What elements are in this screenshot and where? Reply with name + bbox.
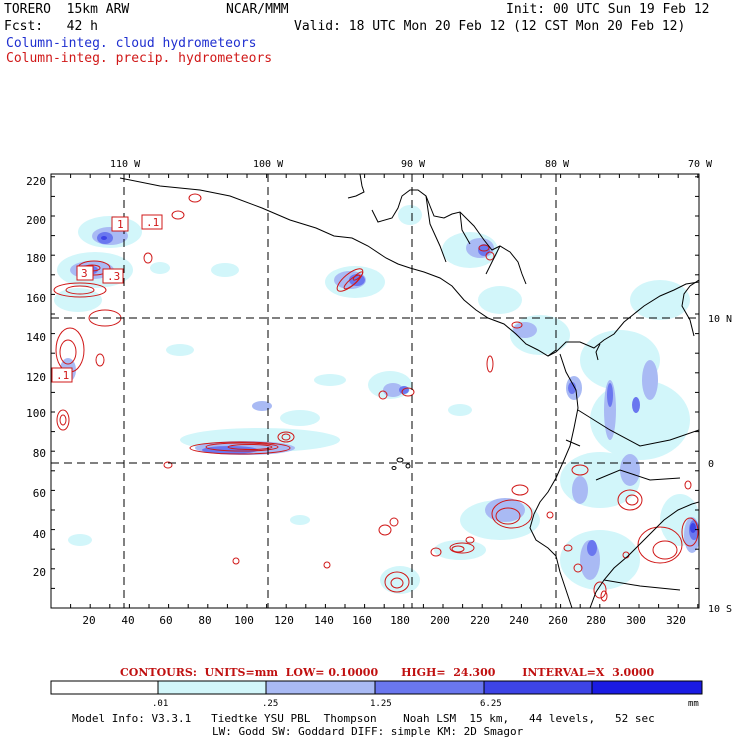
x-tick-label: 80	[198, 614, 211, 627]
organization: NCAR/MMM	[226, 2, 289, 17]
y-tick-label: 140	[26, 331, 46, 344]
x-tick-label: 200	[430, 614, 450, 627]
svg-text:.3: .3	[107, 270, 120, 283]
color-bar-label: .25	[262, 699, 278, 709]
y-tick-labels: 20 40 60 80 100 120 140 160 180 200 220	[26, 175, 46, 579]
contour-info: CONTOURS: UNITS=mm LOW= 0.10000 HIGH= 24…	[120, 666, 655, 679]
color-bar-labels: .01 .25 1.25 6.25 mm	[152, 699, 699, 709]
map-frame	[50, 173, 700, 609]
y-tick-label: 200	[26, 214, 46, 227]
x-tick-label: 220	[470, 614, 490, 627]
field-cloud-label: Column-integ. cloud hydrometeors	[6, 36, 257, 51]
init-time: Init: 00 UTC Sun 19 Feb 12	[506, 2, 710, 17]
svg-text:1: 1	[117, 218, 124, 231]
lon-label: 80 W	[545, 159, 570, 170]
color-bar-segment	[483, 680, 593, 695]
lon-label: 70 W	[688, 159, 713, 170]
color-bar-label: 6.25	[480, 699, 502, 709]
y-tick-label: 220	[26, 175, 46, 188]
contour-label-box: .3	[102, 268, 124, 284]
y-tick-label: 100	[26, 407, 46, 420]
x-tick-label: 140	[314, 614, 334, 627]
lat-label: 10 S	[708, 604, 732, 615]
lon-labels: 110 W 100 W 90 W 80 W 70 W	[110, 159, 713, 170]
x-tick-label: 300	[626, 614, 646, 627]
valid-time: Valid: 18 UTC Mon 20 Feb 12 (12 CST Mon …	[294, 19, 686, 34]
y-tick-label: 20	[33, 566, 46, 579]
svg-text:.1: .1	[56, 369, 69, 382]
lon-label: 110 W	[110, 159, 141, 170]
x-tick-label: 180	[390, 614, 410, 627]
lat-lon-grid	[51, 174, 699, 608]
x-tick-label: 60	[159, 614, 172, 627]
x-tick-label: 320	[666, 614, 686, 627]
field-precip-label: Column-integ. precip. hydrometeors	[6, 51, 273, 66]
cloud-shading	[54, 205, 699, 594]
y-tick-label: 120	[26, 371, 46, 384]
x-tick-label: 260	[548, 614, 568, 627]
y-tick-label: 160	[26, 292, 46, 305]
color-bar-label: .01	[152, 699, 168, 709]
color-bar-segment	[374, 680, 485, 695]
model-info: Model Info: V3.3.1 Tiedtke YSU PBL Thomp…	[72, 712, 655, 725]
svg-text:.1: .1	[146, 216, 159, 229]
x-tick-label: 100	[234, 614, 254, 627]
contour-label-box: 1	[111, 216, 129, 232]
contour-label-boxes: 1 .1 3 .3 .1	[51, 214, 163, 383]
x-tick-label: 40	[121, 614, 134, 627]
lat-label: 0	[708, 459, 714, 470]
lon-label: 100 W	[253, 159, 284, 170]
color-bar-segment	[50, 680, 159, 695]
model-title: TORERO 15km ARW	[4, 2, 130, 17]
color-bar-segment	[591, 680, 703, 695]
color-bar-label: 1.25	[370, 699, 392, 709]
x-tick-label: 280	[586, 614, 606, 627]
y-tick-label: 60	[33, 487, 46, 500]
contour-label-box: 3	[76, 265, 94, 281]
axis-ticks	[50, 174, 699, 609]
lon-label: 90 W	[401, 159, 426, 170]
lat-label: 10 N	[708, 314, 732, 325]
x-tick-label: 120	[274, 614, 294, 627]
color-bar	[50, 680, 703, 695]
physics-info: LW: Godd SW: Goddard DIFF: simple KM: 2D…	[212, 725, 524, 738]
color-bar-segment	[157, 680, 267, 695]
x-tick-label: 160	[352, 614, 372, 627]
y-tick-label: 180	[26, 252, 46, 265]
country-borders	[425, 195, 699, 591]
y-tick-label: 80	[33, 447, 46, 460]
coastlines	[119, 174, 699, 608]
x-tick-labels: 20 40 60 80 100 120 140 160 180 200 220 …	[82, 614, 686, 627]
contour-label-box: .1	[51, 367, 73, 383]
color-bar-segment	[265, 680, 376, 695]
x-tick-label: 240	[509, 614, 529, 627]
forecast-hour: Fcst: 42 h	[4, 19, 98, 34]
contour-label-box: .1	[141, 214, 163, 230]
precip-contours	[53, 193, 699, 602]
color-bar-unit: mm	[688, 699, 699, 709]
y-tick-label: 40	[33, 528, 46, 541]
svg-text:3: 3	[81, 267, 88, 280]
x-tick-label: 20	[82, 614, 95, 627]
lat-labels: 10 N 0 10 S	[708, 314, 732, 615]
